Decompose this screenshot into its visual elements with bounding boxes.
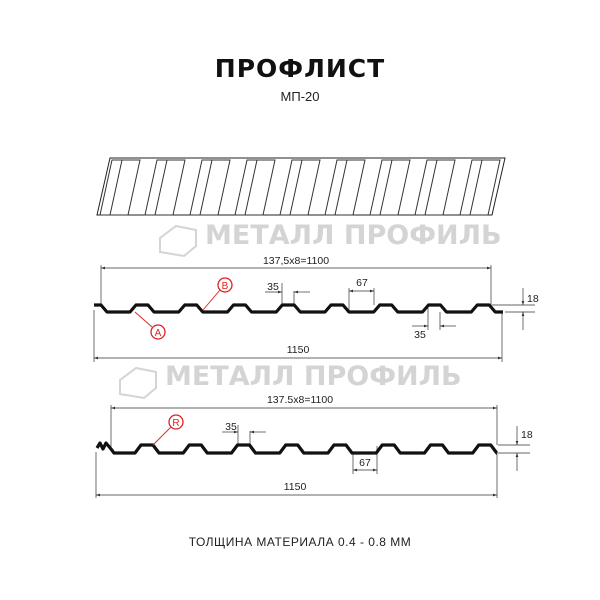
- sheet-3d-illustration: [96, 157, 506, 216]
- trough-width-dimension: 35: [414, 329, 426, 341]
- profile-drawing-2: 137.5x8=1100 1150 35 67 18 R: [95, 394, 533, 498]
- watermark-logo-icon: [119, 366, 157, 400]
- gap-dimension: 67: [359, 457, 371, 469]
- sheet-rib: [414, 159, 456, 216]
- sheet-rib: [459, 159, 501, 216]
- material-thickness: ТОЛЩИНА МАТЕРИАЛА 0.4 - 0.8 ММ: [189, 535, 412, 549]
- callout-a: [150, 324, 166, 340]
- watermark-1: МЕТАЛЛ ПРОФИЛЬ: [159, 220, 502, 258]
- callout-r-label: R: [172, 418, 179, 429]
- callout-a-label: A: [155, 328, 162, 339]
- crest-width-dimension: 35: [225, 421, 237, 433]
- watermark-logo-icon: [159, 224, 197, 258]
- sheet-rib: [144, 159, 186, 216]
- watermark-text: МЕТАЛЛ ПРОФИЛЬ: [165, 361, 462, 392]
- pitch-dimension: 137.5x8=1100: [267, 394, 333, 406]
- sheet-rib: [189, 159, 231, 216]
- profile-drawing-1: 137,5x8=1100 1150 35 67 35 18 A B: [93, 255, 539, 362]
- gap-dimension: 67: [356, 277, 368, 289]
- pitch-dimension: 137,5x8=1100: [263, 255, 329, 267]
- model-subtitle: МП-20: [281, 89, 320, 104]
- sheet-rib: [369, 159, 411, 216]
- watermark-2: МЕТАЛЛ ПРОФИЛЬ: [119, 361, 462, 400]
- callout-r: [168, 414, 184, 430]
- width-dimension: 1150: [287, 344, 310, 356]
- sheet-rib: [234, 159, 276, 216]
- sheet-rib: [279, 159, 321, 216]
- profile-section-2: [95, 441, 499, 455]
- profile-section-1: [94, 303, 503, 314]
- width-dimension: 1150: [284, 481, 307, 493]
- sheet-rib: [99, 159, 141, 216]
- callout-b: [217, 277, 233, 293]
- page-title: ПРОФЛИСТ: [215, 54, 385, 83]
- crest-width-dimension: 35: [267, 281, 279, 293]
- height-dimension: 18: [527, 293, 539, 305]
- callout-b-label: B: [222, 281, 229, 292]
- sheet-rib: [324, 159, 366, 216]
- height-dimension: 18: [521, 429, 533, 441]
- watermark-text: МЕТАЛЛ ПРОФИЛЬ: [205, 220, 502, 251]
